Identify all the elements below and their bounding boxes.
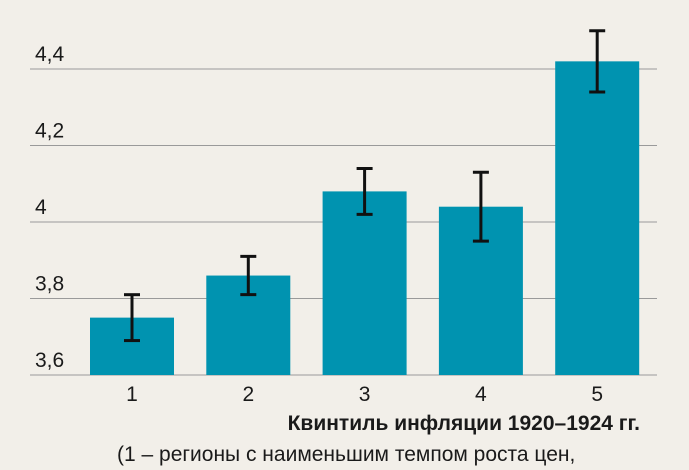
y-tick-label: 3,8 (35, 273, 64, 296)
x-tick-label: 2 (242, 383, 254, 406)
y-tick-label: 3,6 (35, 349, 64, 372)
bar (555, 61, 640, 375)
x-tick-label: 1 (126, 383, 138, 406)
y-tick-label: 4,2 (35, 120, 64, 143)
bar (322, 191, 407, 375)
x-axis-title: Квинтиль инфляции 1920–1924 гг. (288, 412, 640, 435)
note: (1 – регионы с наименьшим темпом роста ц… (117, 443, 575, 466)
y-tick-label: 4,4 (35, 43, 65, 66)
x-tick-label: 3 (359, 383, 371, 406)
x-tick-label: 4 (475, 383, 487, 406)
x-tick-label: 5 (591, 383, 603, 406)
y-tick-label: 4 (35, 196, 47, 219)
